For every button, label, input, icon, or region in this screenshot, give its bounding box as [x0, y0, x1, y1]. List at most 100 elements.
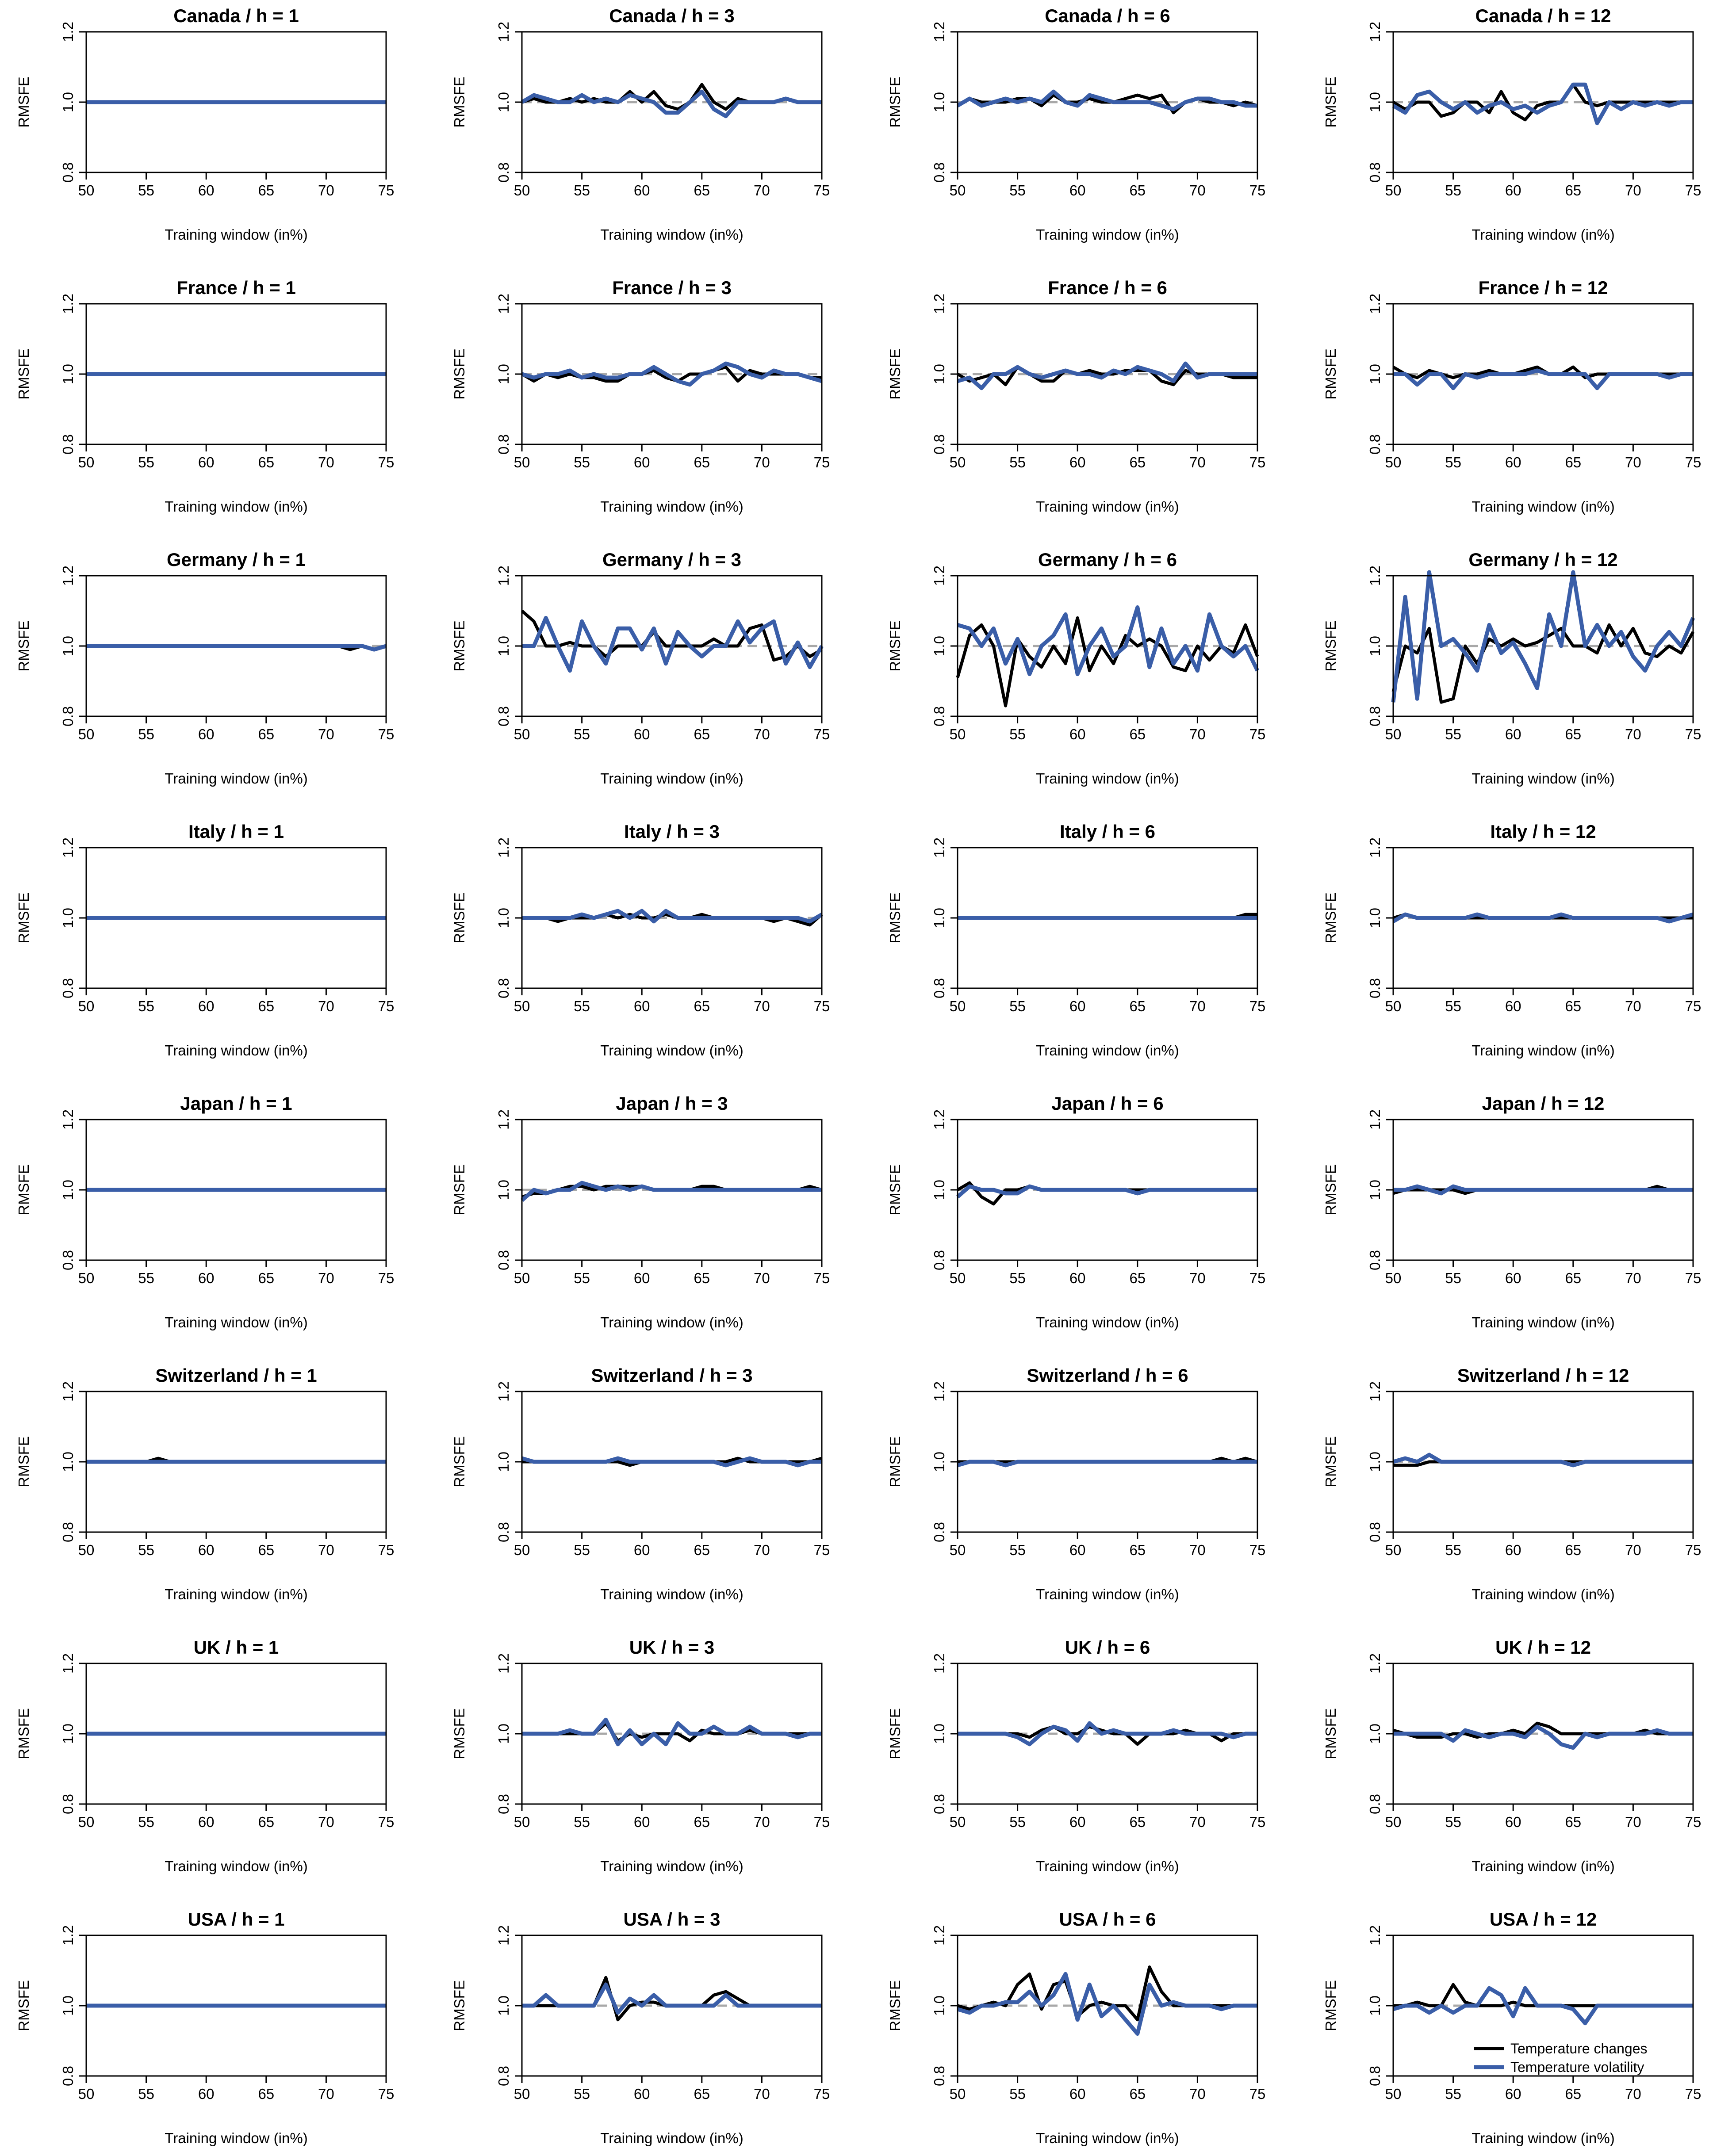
y-tick-label: 1.2	[1367, 1653, 1383, 1674]
x-axis-label: Training window (in%)	[165, 2130, 307, 2146]
x-tick-label: 60	[1069, 2086, 1086, 2102]
panel-title: Canada / h = 3	[609, 5, 735, 26]
y-tick-label: 1.0	[60, 1724, 76, 1744]
y-tick-label: 1.0	[495, 1452, 512, 1472]
x-tick-label: 50	[78, 182, 95, 199]
y-tick-label: 1.2	[60, 1381, 76, 1402]
panel-title: Italy / h = 6	[1060, 821, 1155, 842]
x-tick-label: 50	[514, 454, 530, 470]
x-tick-label: 60	[634, 1270, 650, 1286]
panel-title: Japan / h = 3	[616, 1093, 728, 1114]
panel-title: UK / h = 12	[1495, 1637, 1591, 1658]
x-tick-label: 75	[814, 454, 830, 470]
x-axis-label: Training window (in%)	[1036, 498, 1179, 515]
series-line-temperature-volatility	[958, 1721, 1257, 1747]
panel-title: Switzerland / h = 1	[155, 1365, 317, 1386]
x-tick-label: 60	[1505, 454, 1521, 470]
y-tick-label: 0.8	[60, 978, 76, 998]
series-line-temperature-volatility	[522, 615, 824, 673]
y-tick-label: 1.0	[60, 1995, 76, 2016]
y-axis-label: RMSFE	[887, 1708, 903, 1759]
y-tick-label: 1.0	[931, 1180, 947, 1200]
panel-japan-h6: Japan / h = 6 50 55 60 65 70 75 Training window…	[887, 1093, 1265, 1330]
y-tick-label: 1.0	[1367, 1724, 1383, 1744]
panel-title: France / h = 1	[176, 277, 296, 298]
panel-title: Germany / h = 6	[1038, 549, 1177, 570]
x-tick-label: 65	[694, 182, 710, 199]
panel-title: USA / h = 3	[623, 1909, 720, 1930]
x-tick-label: 50	[1385, 454, 1402, 470]
x-axis-label: Training window (in%)	[1036, 770, 1179, 787]
x-tick-label: 65	[694, 2086, 710, 2102]
x-tick-label: 70	[754, 1814, 770, 1830]
panel-italy-h1: Italy / h = 1 50 55 60 65 70 75 Training window…	[15, 821, 394, 1059]
y-tick-label: 0.8	[495, 978, 512, 998]
x-axis-label: Training window (in%)	[600, 498, 743, 515]
x-tick-label: 55	[1009, 1814, 1026, 1830]
y-axis-label: RMSFE	[15, 892, 32, 944]
y-tick-label: 1.0	[60, 636, 76, 656]
x-tick-label: 55	[574, 726, 590, 742]
x-tick-label: 60	[634, 1814, 650, 1830]
x-tick-label: 50	[950, 998, 966, 1014]
x-tick-label: 70	[1189, 998, 1206, 1014]
x-tick-label: 60	[1069, 182, 1086, 199]
x-tick-label: 70	[1189, 1814, 1206, 1830]
x-tick-label: 70	[754, 2086, 770, 2102]
y-axis-label: RMSFE	[451, 1164, 468, 1216]
x-tick-label: 75	[1685, 1270, 1702, 1286]
x-tick-label: 50	[950, 2086, 966, 2102]
x-tick-label: 75	[1685, 454, 1702, 470]
x-tick-label: 65	[1565, 1542, 1581, 1558]
x-tick-label: 55	[1445, 182, 1461, 199]
series-line-temperature-volatility	[1392, 912, 1694, 924]
y-tick-label: 0.8	[931, 1794, 947, 1814]
x-tick-label: 75	[378, 1270, 395, 1286]
x-tick-label: 50	[514, 998, 530, 1014]
series-line-temperature-volatility	[1391, 570, 1695, 703]
y-tick-label: 1.2	[1367, 22, 1383, 42]
panel-title: Germany / h = 3	[602, 549, 741, 570]
y-axis-label: RMSFE	[15, 1164, 32, 1216]
panel-title: France / h = 3	[612, 277, 732, 298]
y-axis-label: RMSFE	[1322, 1164, 1339, 1216]
x-tick-label: 55	[1445, 2086, 1461, 2102]
x-tick-label: 60	[1069, 454, 1086, 470]
x-tick-label: 55	[1009, 998, 1026, 1014]
x-tick-label: 55	[138, 726, 154, 742]
y-axis-label: RMSFE	[15, 76, 32, 128]
x-axis-label: Training window (in%)	[1036, 1042, 1179, 1059]
x-axis-label: Training window (in%)	[1472, 226, 1614, 243]
y-axis-label: RMSFE	[1322, 620, 1339, 672]
panel-title: Switzerland / h = 3	[591, 1365, 752, 1386]
x-tick-label: 50	[1385, 1542, 1402, 1558]
panel-canada-h12: Canada / h = 12 50 55 60 65 70 75 Training wind…	[1322, 5, 1701, 243]
x-tick-label: 60	[634, 998, 650, 1014]
y-axis-label: RMSFE	[887, 1980, 903, 2031]
panel-france-h12: France / h = 12 50 55 60 65 70 75 Training wind…	[1322, 277, 1701, 515]
x-axis-label: Training window (in%)	[600, 1858, 743, 1874]
x-tick-label: 70	[754, 454, 770, 470]
y-tick-label: 1.0	[931, 636, 947, 656]
y-tick-label: 0.8	[1367, 1250, 1383, 1270]
x-tick-label: 75	[378, 726, 395, 742]
x-tick-label: 55	[1009, 454, 1026, 470]
y-tick-label: 1.0	[931, 1452, 947, 1472]
x-tick-label: 60	[198, 1270, 215, 1286]
y-axis-label: RMSFE	[1322, 76, 1339, 128]
x-tick-label: 70	[754, 1270, 770, 1286]
x-tick-label: 55	[138, 454, 154, 470]
y-tick-label: 1.2	[495, 837, 512, 858]
x-tick-label: 70	[318, 1814, 334, 1830]
x-tick-label: 55	[138, 1542, 154, 1558]
x-tick-label: 70	[1625, 1270, 1641, 1286]
x-tick-label: 70	[1189, 182, 1206, 199]
y-tick-label: 1.2	[495, 1381, 512, 1402]
x-tick-label: 60	[198, 454, 215, 470]
x-tick-label: 70	[1189, 1270, 1206, 1286]
x-tick-label: 60	[198, 1814, 215, 1830]
x-tick-label: 75	[1249, 1542, 1266, 1558]
x-axis-label: Training window (in%)	[1472, 1858, 1614, 1874]
panel-title: Japan / h = 6	[1051, 1093, 1163, 1114]
